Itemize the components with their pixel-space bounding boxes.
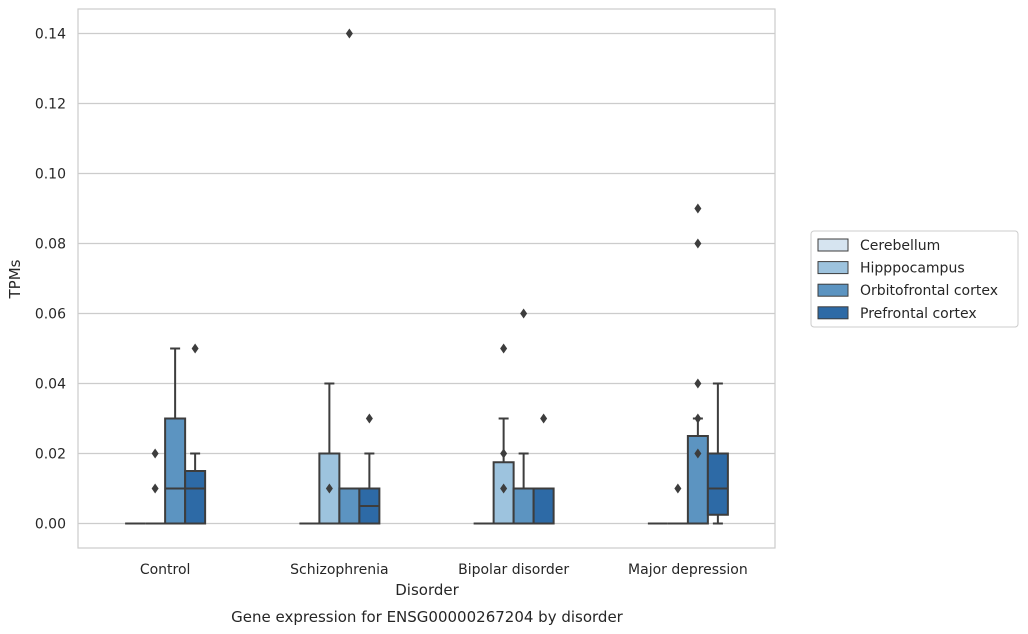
box-body — [184, 470, 207, 525]
x-tick-label: Schizophrenia — [290, 562, 388, 578]
outlier-point — [500, 343, 508, 354]
outlier-point — [694, 378, 702, 389]
y-tick-label: 0.08 — [35, 237, 66, 253]
outlier-point — [674, 483, 682, 494]
legend-swatch — [817, 261, 849, 275]
box-orbitofrontal-cortex — [338, 28, 361, 525]
box-hipppocampus — [145, 448, 166, 525]
legend-label: Hipppocampus — [860, 261, 965, 277]
x-tick-label: Control — [140, 562, 191, 578]
outlier-point — [500, 448, 508, 459]
legend-label: Cerebellum — [860, 238, 940, 254]
outlier-point — [500, 483, 508, 494]
y-tick-label: 0.04 — [35, 377, 66, 393]
legend-frame — [810, 230, 1019, 328]
outlier-point — [694, 203, 702, 214]
outlier-point — [540, 413, 548, 424]
box-body — [164, 417, 187, 525]
y-tick-label: 0.10 — [35, 167, 66, 183]
outlier-point — [345, 28, 353, 39]
x-tick-label: Major depression — [628, 562, 748, 578]
x-tick-label: Bipolar disorder — [458, 562, 569, 578]
box-series — [125, 28, 729, 525]
box-prefrontal-cortex — [706, 382, 729, 525]
box-body — [512, 487, 535, 525]
box-orbitofrontal-cortex — [164, 347, 187, 525]
box-hipppocampus — [667, 483, 688, 525]
legend-swatch — [817, 238, 849, 252]
box-prefrontal-cortex — [532, 413, 555, 525]
box-body — [532, 487, 555, 525]
legend: Cerebellum Hipppocampus Orbitofrontal cort… — [810, 230, 1019, 328]
y-tick-label: 0.02 — [35, 447, 66, 463]
y-tick-label: 0.00 — [35, 517, 66, 533]
outlier-point — [325, 483, 333, 494]
y-tick-label: 0.14 — [35, 27, 66, 43]
x-axis-label: Disorder — [395, 581, 459, 599]
chart-caption: Gene expression for ENSG00000267204 by d… — [231, 608, 624, 626]
legend-label: Prefrontal cortex — [860, 306, 977, 322]
outlier-point — [694, 413, 702, 424]
outlier-point — [694, 448, 702, 459]
box-orbitofrontal-cortex — [512, 308, 535, 525]
y-tick-label: 0.06 — [35, 307, 66, 323]
outlier-point — [151, 483, 159, 494]
y-tick-label: 0.12 — [35, 97, 66, 113]
box-prefrontal-cortex — [358, 413, 381, 525]
legend-swatch — [817, 283, 849, 297]
legend-label: Orbitofrontal cortex — [860, 283, 998, 299]
box-prefrontal-cortex — [184, 343, 207, 525]
outlier-point — [191, 343, 199, 354]
outlier-point — [151, 448, 159, 459]
outlier-point — [694, 238, 702, 249]
legend-swatch — [817, 306, 849, 320]
y-tick-labels: 0.00 0.02 0.04 0.06 0.08 0.10 0.12 0.14 — [35, 27, 66, 533]
outlier-point — [365, 413, 373, 424]
box-body — [338, 487, 361, 525]
box-body — [706, 452, 729, 516]
outlier-point — [520, 308, 528, 319]
x-tick-labels: Control Schizophrenia Bipolar disorder Majo… — [140, 562, 748, 578]
y-axis-label: TPMs — [6, 259, 24, 299]
